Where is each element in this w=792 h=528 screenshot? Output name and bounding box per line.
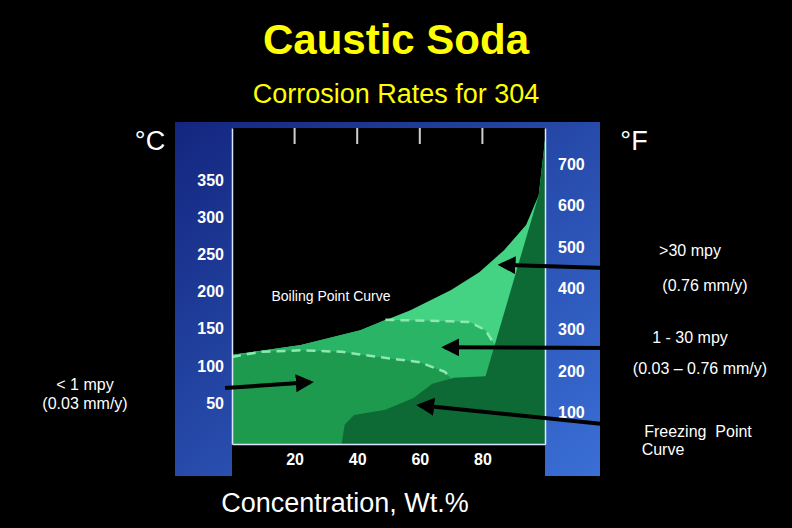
annotation: < 1 mpy: [56, 376, 113, 393]
background: [0, 0, 792, 528]
arrow: [420, 405, 642, 428]
tick: 600: [545, 197, 585, 214]
tick-label: 300: [197, 209, 224, 226]
title: Caustic Soda: [263, 16, 530, 63]
tick-label: 400: [558, 280, 585, 297]
tick-label: 150: [197, 320, 224, 337]
arrow: [501, 265, 606, 268]
panel: [175, 122, 600, 476]
tick-label: 300: [558, 321, 585, 338]
tick-label: 250: [197, 246, 224, 263]
plot-area: [232, 140, 545, 444]
region: [232, 140, 545, 444]
tick: 50: [206, 395, 232, 412]
tick: 20: [286, 444, 304, 468]
axis-line: [545, 129, 547, 445]
arrow: [225, 382, 310, 388]
y-axis-title: °C: [135, 126, 165, 156]
tick-label: 500: [558, 239, 585, 256]
subtitle: Corrosion Rates for 304: [253, 79, 540, 109]
y2-axis-title: °F: [620, 126, 647, 156]
annotation: Freezing Point: [644, 423, 752, 440]
tick: 150: [197, 320, 232, 337]
tick-label: 20: [286, 451, 304, 468]
tick-label: 50: [206, 395, 224, 412]
tick-mark: [294, 128, 296, 144]
axis-line: [232, 129, 234, 445]
annotation: >30 mpy: [659, 242, 721, 259]
tick-label: 200: [197, 283, 224, 300]
label-box: [250, 285, 412, 307]
tick: 400: [545, 280, 585, 297]
tick-label: 40: [349, 451, 367, 468]
boundary-line: [232, 350, 451, 378]
x-axis: 20 40 60 80: [233, 444, 546, 468]
arrow: [445, 345, 612, 350]
annotation: (0.03 mm/y): [42, 395, 127, 412]
tick: 250: [197, 246, 232, 263]
y-axis: 50 100 150 200 250 300 350: [197, 129, 232, 445]
tick-label: 700: [558, 156, 585, 173]
tick-mark: [356, 128, 358, 144]
tick: 80: [474, 444, 492, 468]
tick-label: 60: [411, 451, 429, 468]
tick-label: 100: [197, 358, 224, 375]
tick-label: 200: [558, 363, 585, 380]
tick: 60: [411, 444, 429, 468]
tick-mark: [419, 128, 421, 144]
annotation: Boiling Point Curve: [271, 288, 390, 304]
tick: 300: [545, 321, 585, 338]
y2-axis: 100200300400500600700: [545, 129, 585, 445]
boundary-line: [385, 320, 495, 345]
tick: 700: [545, 156, 585, 173]
top-ticks: [295, 128, 483, 144]
tick-label: 80: [474, 451, 492, 468]
tick: 40: [349, 444, 367, 468]
annotation: (0.03 – 0.76 mm/y): [633, 360, 767, 377]
tick: 350: [197, 172, 232, 189]
plot-background: [232, 128, 545, 476]
x-axis-title: Concentration, Wt.%: [221, 488, 469, 518]
annotation: 1 - 30 mpy: [652, 329, 728, 346]
tick: 200: [197, 283, 232, 300]
tick-mark: [481, 128, 483, 144]
tick-label: 600: [558, 197, 585, 214]
annotation: Curve: [642, 441, 685, 458]
tick: 200: [545, 363, 585, 380]
tick: 100: [197, 358, 232, 375]
chart: 50 100 150 200 250 300 350100 200 300 400 500 600 70…: [0, 0, 792, 528]
tick-label: 350: [197, 172, 224, 189]
annotation: (0.76 mm/y): [662, 277, 747, 294]
axis-line: [233, 444, 546, 446]
tick: 500: [545, 239, 585, 256]
tick: 300: [197, 209, 232, 226]
